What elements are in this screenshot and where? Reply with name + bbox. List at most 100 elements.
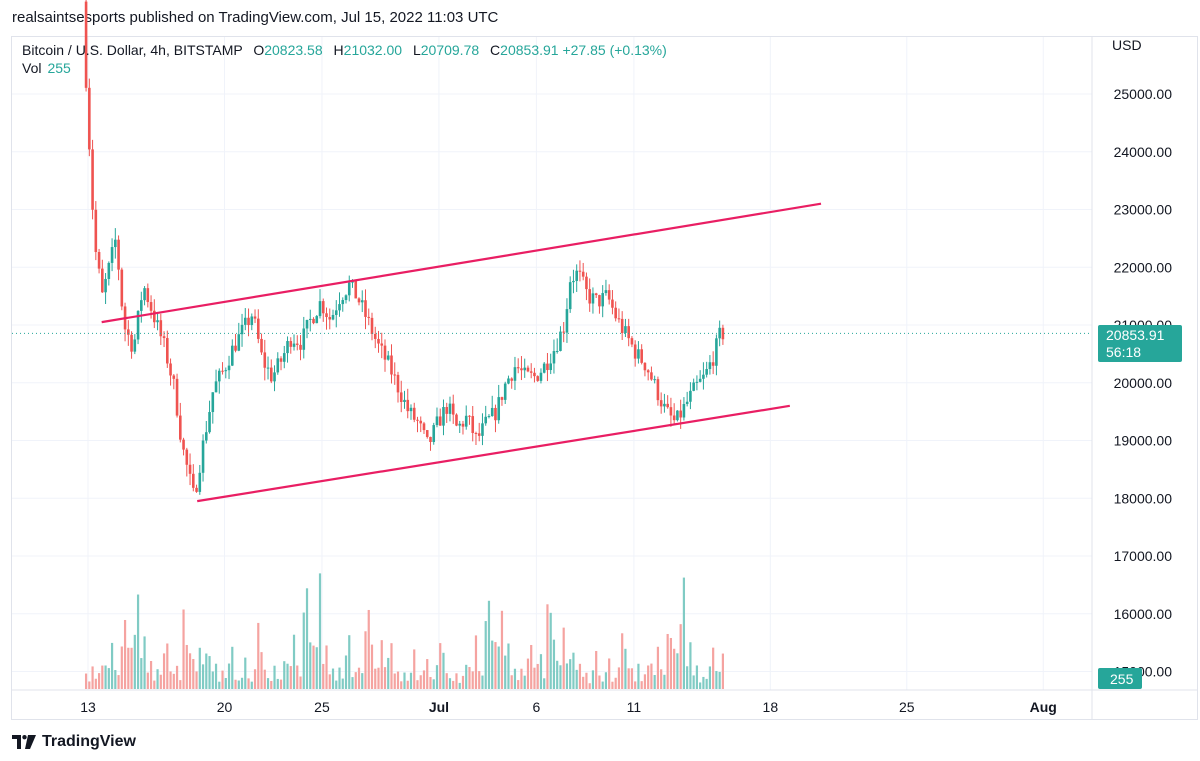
candle-down: [598, 295, 601, 307]
x-tick-label: 25: [314, 699, 330, 715]
volume-bar: [279, 679, 283, 689]
candle-down: [94, 209, 98, 253]
candle-down: [84, 1, 88, 88]
candle-up: [497, 397, 501, 421]
volume-bar: [211, 671, 214, 689]
candle-down: [263, 352, 267, 368]
volume-bar: [669, 637, 673, 689]
y-tick-label: 16000.00: [1114, 606, 1173, 622]
candle-up: [302, 328, 306, 350]
volume-bar: [97, 673, 101, 689]
candle-down: [380, 343, 384, 346]
candle-down: [357, 298, 361, 303]
candle-down: [185, 449, 189, 465]
candle-up: [338, 304, 341, 311]
candle-up: [114, 239, 117, 248]
volume-bar: [552, 639, 556, 689]
volume-label: Vol: [22, 60, 42, 76]
volume-bar: [192, 659, 195, 689]
trendline-lower-channel[interactable]: [197, 404, 791, 503]
chart-frame[interactable]: [11, 36, 1198, 720]
volume-bar: [520, 668, 523, 689]
volume-bar: [432, 679, 435, 689]
candle-down: [455, 414, 458, 426]
candle-up: [273, 372, 276, 382]
volume-bar: [218, 681, 221, 689]
tradingview-icon: [12, 735, 36, 749]
volume-bar: [536, 663, 539, 689]
volume-bar: [387, 657, 390, 689]
tradingview-logo[interactable]: TradingView: [12, 733, 136, 751]
volume-bar: [374, 668, 377, 689]
candle-down: [325, 313, 328, 318]
volume-bar: [718, 671, 721, 689]
candle-down: [169, 363, 172, 376]
candle-down: [494, 407, 497, 421]
candle-down: [679, 410, 682, 418]
candle-up: [624, 326, 627, 334]
volume-bar: [240, 677, 244, 689]
candle-up: [240, 324, 244, 335]
candle-down: [295, 343, 299, 345]
volume-bar: [624, 648, 627, 689]
volume-bar: [357, 667, 361, 689]
candle-up: [208, 412, 211, 433]
volume-bar: [286, 663, 289, 689]
candle-down: [611, 299, 614, 308]
candle-up: [292, 343, 296, 347]
volume-bar: [637, 663, 640, 689]
candle-down: [97, 252, 101, 269]
candle-down: [188, 464, 192, 474]
volume-bar: [396, 671, 400, 689]
trendline-upper-channel[interactable]: [101, 202, 822, 324]
volume-bar: [331, 668, 335, 689]
volume-bar: [539, 654, 543, 689]
last-price-badge[interactable]: [1098, 325, 1182, 362]
volume-bar: [156, 669, 159, 689]
volume-bar: [201, 664, 205, 689]
candle-up: [140, 300, 143, 311]
volume-bar: [354, 672, 357, 689]
volume-bar: [523, 675, 526, 689]
volume-bar: [110, 642, 114, 689]
volume-bar: [695, 665, 699, 689]
volume-bar: [458, 682, 461, 689]
volume-bar: [318, 573, 322, 689]
last-price-label: 20853.91: [1106, 327, 1165, 343]
volume-bar: [426, 659, 429, 689]
candle-down: [127, 329, 130, 335]
currency-label: USD: [1112, 37, 1142, 53]
candle-down: [370, 317, 374, 334]
volume-bar: [546, 604, 549, 689]
high-value: 21032.00: [343, 42, 403, 58]
candle-up: [201, 440, 205, 473]
candle-down: [234, 345, 237, 351]
candle-down: [585, 276, 588, 290]
candle-up: [347, 282, 351, 296]
candle-up: [559, 331, 562, 351]
volume-bar: [393, 673, 396, 689]
volume-bar: [312, 645, 315, 689]
volume-bar: [679, 624, 682, 689]
volume-bar: [569, 659, 572, 689]
candle-up: [539, 372, 543, 381]
volume-bar: [205, 653, 208, 689]
publish-caption: realsaintsesports published on TradingVi…: [12, 9, 499, 26]
volume-bar: [413, 649, 416, 689]
candle-down: [393, 374, 397, 376]
candle-up: [341, 300, 345, 305]
low-label: L: [412, 42, 421, 58]
candle-down: [578, 270, 582, 272]
volume-bar: [549, 612, 552, 689]
candle-up: [676, 410, 679, 421]
volume-bar: [504, 655, 507, 689]
volume-bar: [442, 652, 445, 689]
volume-bar: [585, 672, 588, 689]
volume-bar: [227, 663, 231, 689]
volume-bar: [721, 653, 725, 689]
close-value: 20853.91: [500, 42, 559, 58]
volume-bar: [390, 643, 393, 689]
candle-up: [715, 338, 718, 366]
candle-down: [247, 317, 250, 326]
